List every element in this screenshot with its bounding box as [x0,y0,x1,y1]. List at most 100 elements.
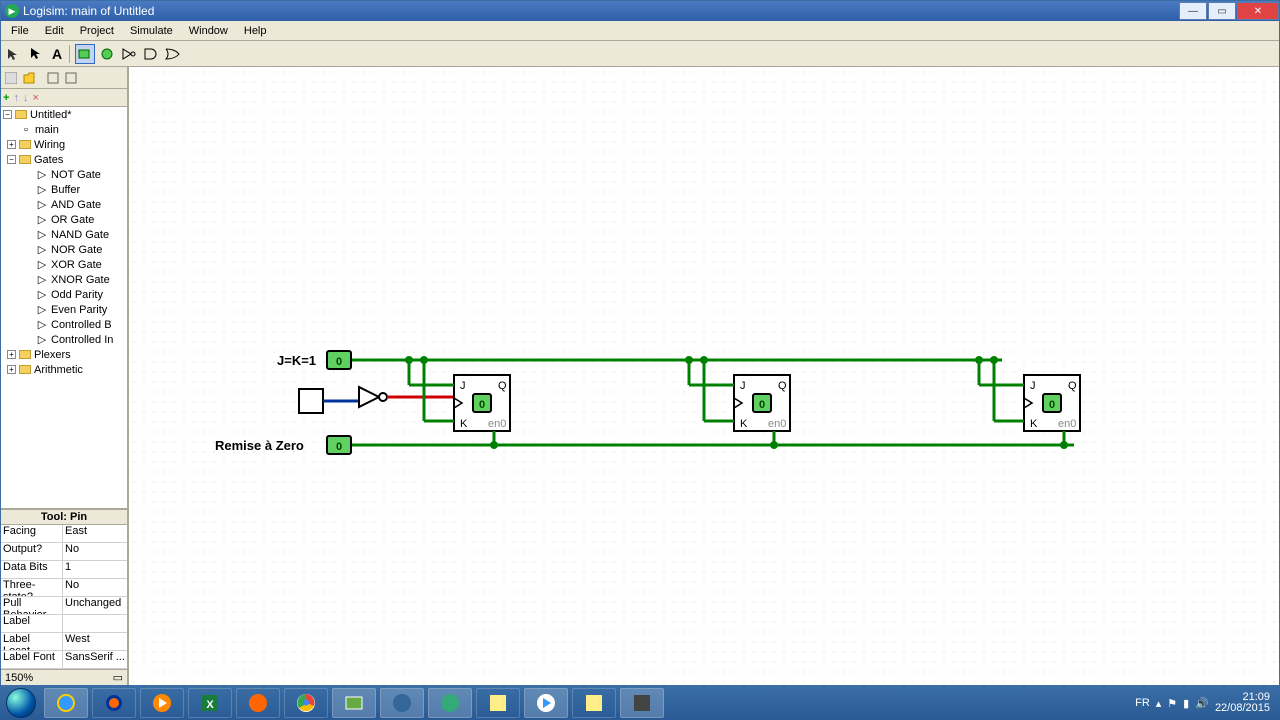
view-2-icon[interactable] [63,70,79,86]
prop-row[interactable]: FacingEast [1,525,127,543]
svg-text:J: J [740,380,746,392]
prop-row[interactable]: Pull BehaviorUnchanged [1,597,127,615]
poke-tool-icon[interactable] [3,44,23,64]
tree-gate[interactable]: ▷Controlled In [1,332,127,347]
tree-gate[interactable]: ▷NOT Gate [1,167,127,182]
taskbar-app[interactable] [380,688,424,718]
tray-up-icon[interactable]: ▴ [1156,697,1162,710]
svg-text:en0: en0 [488,418,506,430]
lang-indicator[interactable]: FR [1135,697,1150,709]
select-tool-icon[interactable] [25,44,45,64]
menu-file[interactable]: File [3,23,37,39]
prop-row[interactable]: Three-state?No [1,579,127,597]
tree-gate[interactable]: ▷Even Parity [1,302,127,317]
taskbar-app[interactable] [476,688,520,718]
tree-gate[interactable]: ▷XOR Gate [1,257,127,272]
titlebar[interactable]: ▶ Logisim: main of Untitled — ▭ ✕ [1,1,1279,21]
svg-text:J: J [460,380,466,392]
taskbar-app[interactable] [524,688,568,718]
left-panel: + ↑ ↓ × −Untitled* ▫main +Wiring −Gates … [1,67,129,685]
svg-text:Q: Q [498,380,507,392]
tree-folder-wiring[interactable]: +Wiring [1,137,127,152]
menu-help[interactable]: Help [236,23,275,39]
svg-text:K: K [740,418,748,430]
system-tray[interactable]: FR ▴ ⚑ ▮ 🔊 21:09 22/08/2015 [1135,692,1280,714]
taskbar-app[interactable] [236,688,280,718]
properties-title: Tool: Pin [1,510,127,525]
prop-row[interactable]: Label [1,615,127,633]
tray-vol-icon[interactable]: 🔊 [1195,697,1209,710]
zoom-status[interactable]: 150% ▭ [1,669,127,685]
tree-gate[interactable]: ▷OR Gate [1,212,127,227]
tree-gate[interactable]: ▷Controlled B [1,317,127,332]
taskbar[interactable]: X FR ▴ ⚑ ▮ 🔊 21:09 22/08/2015 [0,686,1280,720]
taskbar-app[interactable] [428,688,472,718]
tree-main[interactable]: ▫main [1,122,127,137]
not-gate-tool-icon[interactable] [119,44,139,64]
taskbar-app[interactable] [44,688,88,718]
menu-window[interactable]: Window [181,23,236,39]
menu-simulate[interactable]: Simulate [122,23,181,39]
input-pin-tool-icon[interactable] [75,44,95,64]
tree-gate[interactable]: ▷Odd Parity [1,287,127,302]
app-window: ▶ Logisim: main of Untitled — ▭ ✕ File E… [0,0,1280,686]
taskbar-app[interactable] [572,688,616,718]
tree-gate[interactable]: ▷AND Gate [1,197,127,212]
tree-gate[interactable]: ▷Buffer [1,182,127,197]
explorer-toolbar [1,67,127,89]
menu-project[interactable]: Project [72,23,122,39]
proj-tree-icon[interactable] [21,70,37,86]
tree-gate[interactable]: ▷NOR Gate [1,242,127,257]
or-gate-tool-icon[interactable] [163,44,183,64]
minimize-button[interactable]: — [1179,2,1207,20]
svg-text:J: J [1030,380,1036,392]
text-tool-icon[interactable]: A [47,44,67,64]
prop-row[interactable]: Label Locat...West [1,633,127,651]
tray-flag-icon[interactable]: ⚑ [1167,697,1177,710]
tree-folder-arithmetic[interactable]: +Arithmetic [1,362,127,377]
svg-text:en0: en0 [1058,418,1076,430]
add-icon[interactable]: + [3,92,9,104]
taskbar-app[interactable] [620,688,664,718]
tree-gate[interactable]: ▷XNOR Gate [1,272,127,287]
svg-text:0: 0 [759,399,765,411]
svg-text:0: 0 [1049,399,1055,411]
tree-folder-gates[interactable]: −Gates [1,152,127,167]
menubar: File Edit Project Simulate Window Help [1,21,1279,41]
down-icon[interactable]: ↓ [23,92,29,104]
toolbar: A [1,41,1279,67]
app-logo-icon: ▶ [5,4,19,18]
and-gate-tool-icon[interactable] [141,44,161,64]
tray-net-icon[interactable]: ▮ [1183,697,1189,710]
clock[interactable]: 21:09 22/08/2015 [1215,692,1274,714]
tree-root[interactable]: −Untitled* [1,107,127,122]
menu-edit[interactable]: Edit [37,23,72,39]
tree-gate[interactable]: ▷NAND Gate [1,227,127,242]
window-title: Logisim: main of Untitled [23,4,1178,18]
prop-row[interactable]: Output?No [1,543,127,561]
taskbar-app[interactable] [332,688,376,718]
taskbar-app[interactable] [140,688,184,718]
sim-tree-icon[interactable] [3,70,19,86]
delete-icon[interactable]: × [32,92,38,104]
close-button[interactable]: ✕ [1237,2,1279,20]
circuit-diagram[interactable]: J=K=1Remise à Zero00JKQen00JKQen00JKQen0… [129,67,1279,685]
maximize-button[interactable]: ▭ [1208,2,1236,20]
project-tree[interactable]: −Untitled* ▫main +Wiring −Gates ▷NOT Gat… [1,107,127,508]
svg-text:K: K [1030,418,1038,430]
circuit-canvas[interactable]: J=K=1Remise à Zero00JKQen00JKQen00JKQen0… [129,67,1279,685]
output-pin-tool-icon[interactable] [97,44,117,64]
tree-folder-plexers[interactable]: +Plexers [1,347,127,362]
svg-text:Q: Q [1068,380,1077,392]
start-button[interactable] [0,686,42,720]
svg-text:X: X [206,699,214,711]
taskbar-app[interactable]: X [188,688,232,718]
taskbar-app[interactable] [284,688,328,718]
up-icon[interactable]: ↑ [13,92,19,104]
svg-text:0: 0 [336,441,342,453]
view-1-icon[interactable] [45,70,61,86]
prop-row[interactable]: Data Bits1 [1,561,127,579]
svg-text:Remise à Zero: Remise à Zero [215,438,304,453]
taskbar-app[interactable] [92,688,136,718]
prop-row[interactable]: Label FontSansSerif ... [1,651,127,669]
